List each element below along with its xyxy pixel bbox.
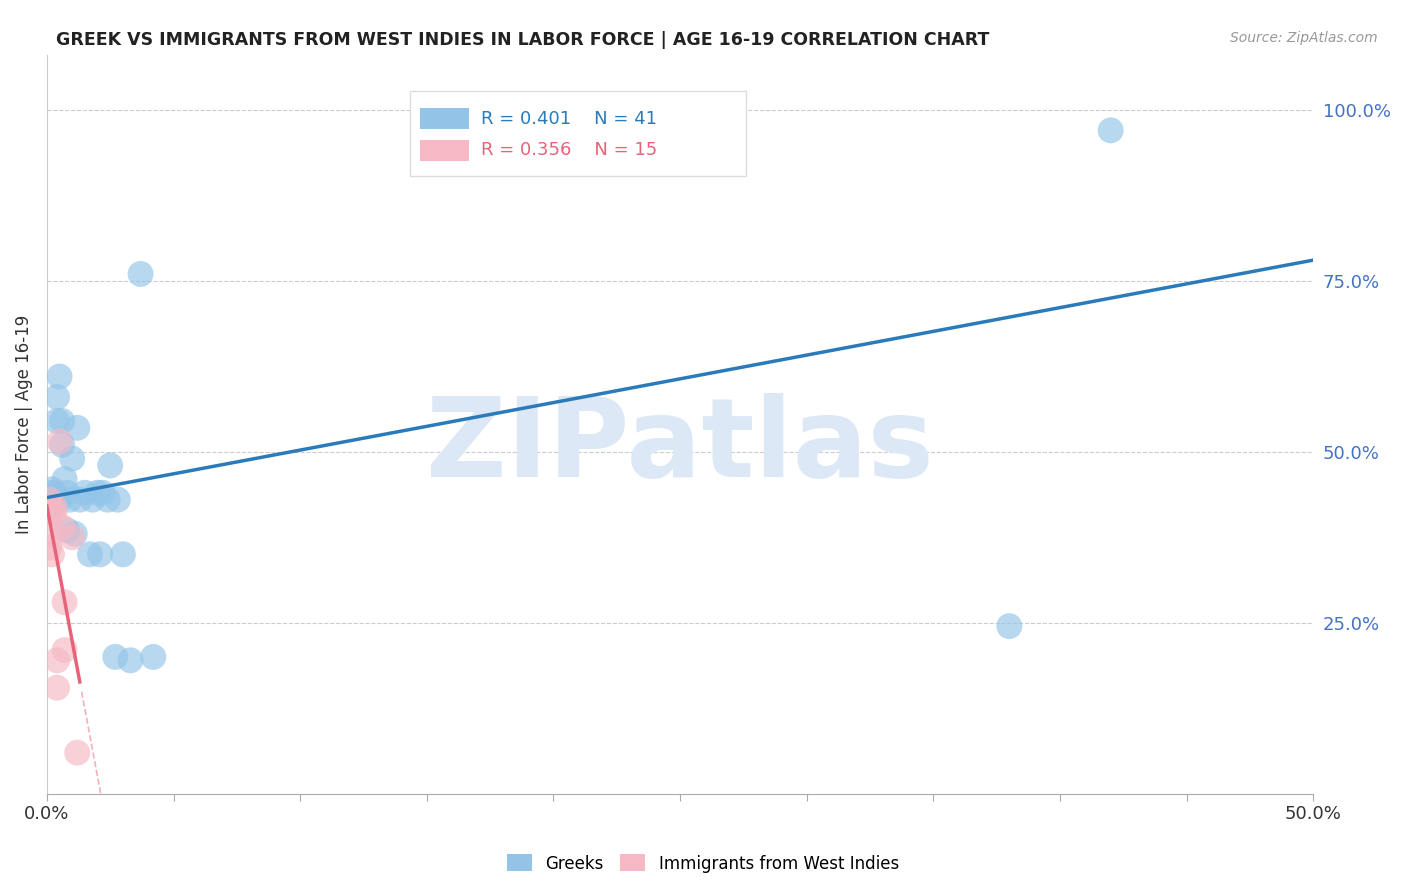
Point [568, 103, 591, 117]
Point [38, 489, 60, 503]
Point [46, 390, 69, 404]
Y-axis label: In Labor Force | Age 16-19: In Labor Force | Age 16-19 [15, 315, 32, 534]
Point [38, 492, 60, 507]
Point [129, 267, 152, 281]
Point [56, 524, 79, 538]
Point [41, 503, 63, 517]
Point [46, 414, 69, 428]
Point [44, 489, 66, 503]
Point [44, 485, 66, 500]
Point [98, 458, 121, 473]
Point [51, 414, 73, 428]
Point [60, 530, 83, 544]
Point [59, 492, 82, 507]
Point [66, 421, 89, 435]
Point [998, 619, 1021, 633]
Point [82, 492, 104, 507]
Text: ZIPatlas: ZIPatlas [426, 393, 934, 500]
Point [46, 653, 69, 667]
Point [60, 451, 83, 466]
Point [41, 500, 63, 514]
Text: Source: ZipAtlas.com: Source: ZipAtlas.com [1230, 31, 1378, 45]
Point [53, 643, 76, 657]
Point [41, 547, 63, 561]
Point [44, 496, 66, 510]
Text: R = 0.401    N = 41: R = 0.401 N = 41 [481, 110, 657, 128]
Point [48, 369, 70, 384]
Point [91, 485, 114, 500]
Point [38, 541, 60, 555]
Point [89, 547, 111, 561]
FancyBboxPatch shape [420, 140, 468, 161]
Point [86, 485, 108, 500]
Point [142, 649, 165, 664]
Point [48, 434, 70, 449]
Legend: Greeks, Immigrants from West Indies: Greeks, Immigrants from West Indies [501, 847, 905, 880]
Point [73, 485, 96, 500]
Point [48, 492, 70, 507]
Point [44, 492, 66, 507]
FancyBboxPatch shape [420, 108, 468, 129]
Point [51, 520, 73, 534]
Point [44, 506, 66, 520]
Point [107, 492, 129, 507]
Point [44, 500, 66, 514]
Point [53, 595, 76, 609]
Point [97, 492, 120, 507]
Point [46, 681, 69, 695]
Point [38, 492, 60, 507]
Point [111, 547, 134, 561]
Point [53, 472, 76, 486]
Point [51, 438, 73, 452]
FancyBboxPatch shape [411, 91, 747, 176]
Point [1099, 123, 1122, 137]
Point [66, 746, 89, 760]
Point [41, 483, 63, 497]
Point [120, 653, 142, 667]
Point [79, 547, 101, 561]
Point [69, 492, 91, 507]
Text: R = 0.356    N = 15: R = 0.356 N = 15 [481, 142, 658, 160]
Point [104, 649, 127, 664]
Point [63, 526, 86, 541]
Point [41, 485, 63, 500]
Point [56, 485, 79, 500]
Point [41, 503, 63, 517]
Text: GREEK VS IMMIGRANTS FROM WEST INDIES IN LABOR FORCE | AGE 16-19 CORRELATION CHAR: GREEK VS IMMIGRANTS FROM WEST INDIES IN … [56, 31, 990, 49]
Point [41, 526, 63, 541]
